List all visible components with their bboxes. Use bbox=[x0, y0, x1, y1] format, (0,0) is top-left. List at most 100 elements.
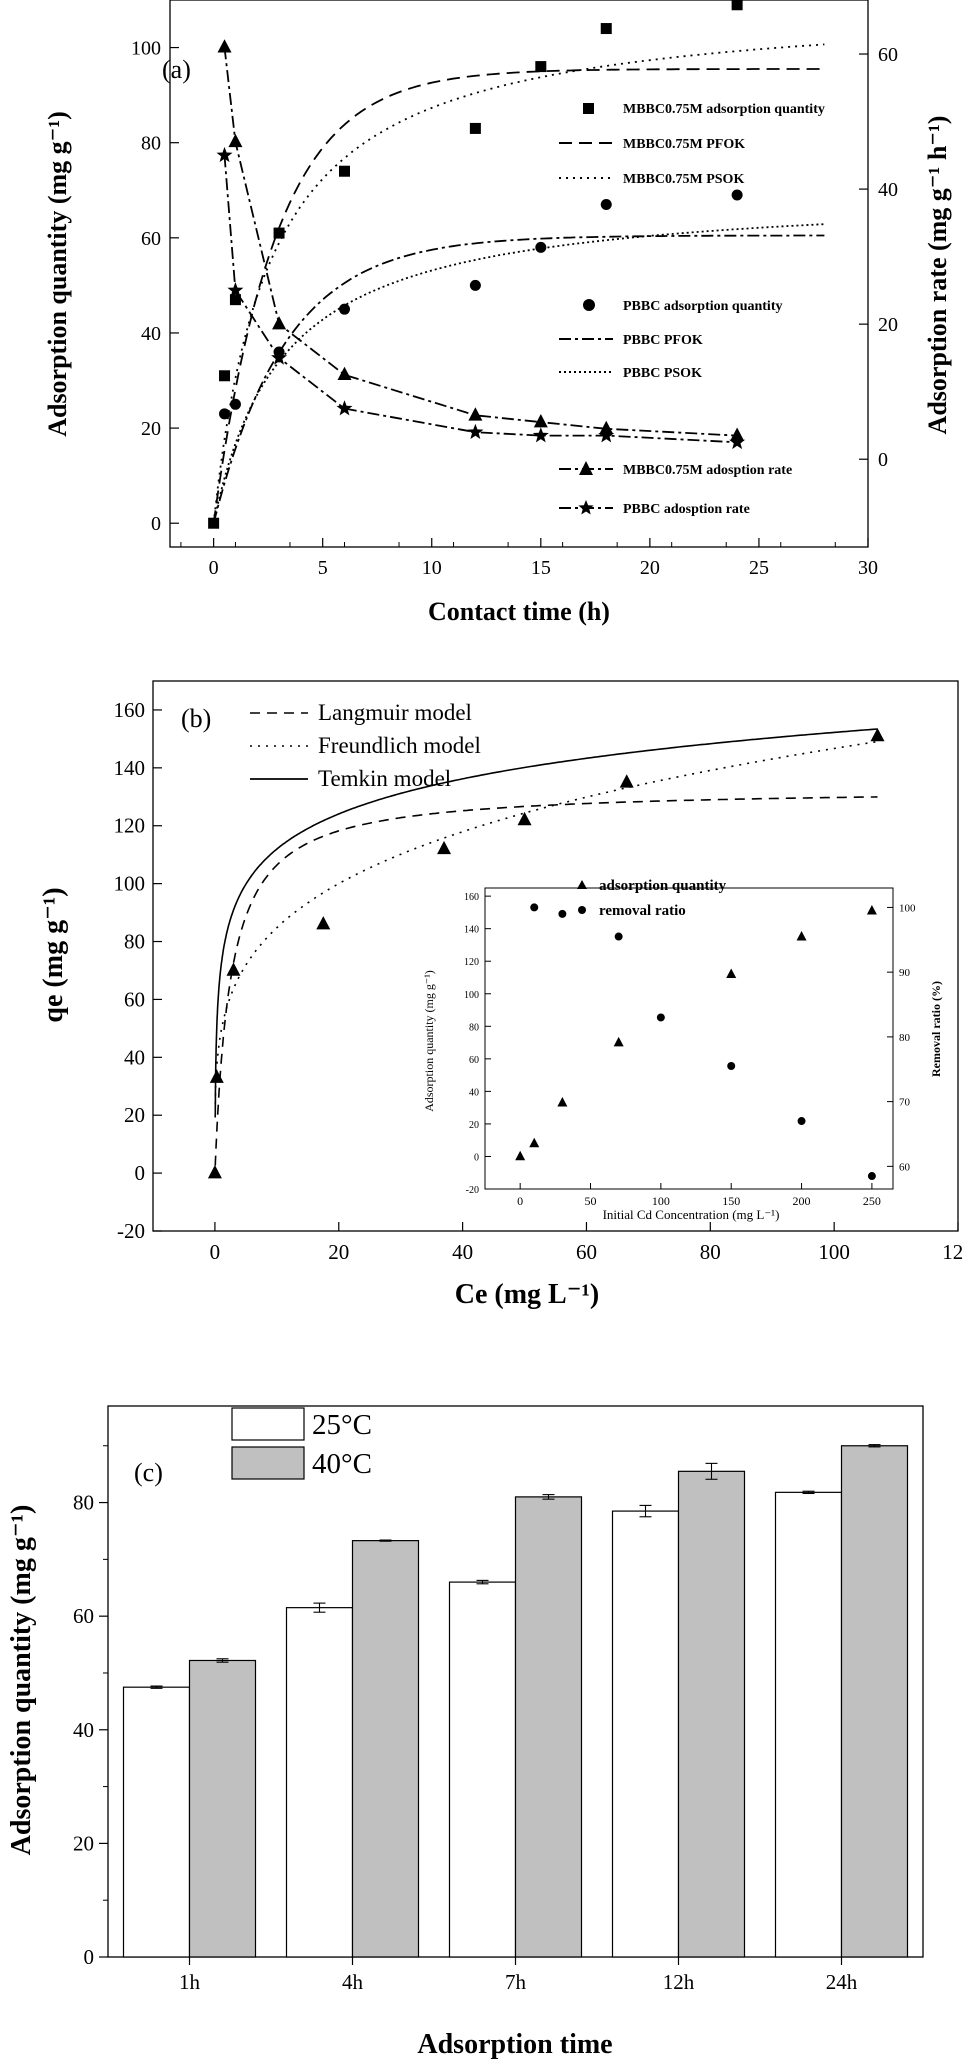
fit-curve bbox=[214, 796, 878, 1166]
star-point bbox=[271, 349, 288, 365]
star-point bbox=[532, 427, 549, 443]
circle-point bbox=[731, 189, 743, 201]
circle-point bbox=[614, 932, 623, 941]
triangle-point bbox=[619, 774, 634, 788]
inset-y-tick-label: 60 bbox=[469, 1055, 479, 1066]
square-point bbox=[219, 370, 231, 382]
legend-item-adsorption-quantity: adsorption quantity bbox=[577, 878, 727, 894]
x-tick-label: 20 bbox=[328, 1240, 349, 1264]
triangle-point bbox=[228, 133, 243, 148]
inset-y-right-tick-label: 70 bbox=[899, 1097, 911, 1109]
circle-point bbox=[219, 408, 231, 420]
panel-c-label: (c) bbox=[134, 1458, 163, 1487]
x-tick-label: 0 bbox=[210, 1240, 221, 1264]
bar-25c bbox=[285, 1607, 354, 1958]
circle-point bbox=[656, 1013, 665, 1022]
panel-a-right-y-axis-title: Adsorption rate (mg g⁻¹ h⁻¹) bbox=[923, 116, 952, 435]
bar-25c bbox=[448, 1581, 517, 1958]
series-line bbox=[223, 47, 738, 437]
triangle-point bbox=[613, 1036, 624, 1047]
triangle-point bbox=[726, 968, 737, 978]
panel-b-legend: Langmuir model Freundlich model Temkin m… bbox=[250, 700, 481, 791]
triangle-point bbox=[557, 1097, 568, 1107]
legend-label: PBBC adosption rate bbox=[623, 502, 750, 517]
legend-item-temkin: Temkin model bbox=[250, 766, 451, 791]
panel-c-x-axis-title: Adsorption time bbox=[417, 2029, 612, 2060]
panel-c-y-ticks: 0 20 40 60 80 bbox=[73, 1445, 108, 1969]
inset-y-tick-label: 160 bbox=[464, 892, 479, 903]
error-bar bbox=[150, 1685, 163, 1689]
legend-label: PBBC PSOK bbox=[623, 366, 702, 381]
star-point bbox=[336, 400, 353, 416]
triangle-point bbox=[517, 811, 532, 826]
panel-c-bars bbox=[122, 1444, 909, 1958]
legend-label: removal ratio bbox=[599, 903, 686, 919]
x-tick-label: 15 bbox=[531, 557, 551, 579]
star-point bbox=[729, 433, 746, 450]
gray-swatch-icon bbox=[231, 1446, 305, 1480]
triangle-point bbox=[337, 366, 352, 381]
legend-item-freundlich: Freundlich model bbox=[250, 733, 481, 758]
triangle-point bbox=[515, 1150, 526, 1161]
circle-point bbox=[558, 909, 567, 918]
inset-y-tick-label: 20 bbox=[469, 1120, 479, 1131]
x-tick-label: 80 bbox=[700, 1240, 721, 1264]
legend-label: 25°C bbox=[312, 1409, 372, 1441]
legend-item-mbbc-pfok: MBBC0.75M PFOK bbox=[559, 137, 745, 152]
triangle-point bbox=[217, 39, 232, 53]
panel-b-x-ticks: 0 20 40 60 80 100 120 bbox=[210, 1222, 962, 1264]
inset-y-tick-label: 0 bbox=[474, 1152, 479, 1163]
triangle-point bbox=[866, 905, 877, 915]
y-tick-label: 0 bbox=[84, 1945, 95, 1969]
panel-b-y-ticks: -20 0 20 40 60 80 100 120 140 160 bbox=[114, 698, 162, 1243]
legend-item-mbbc-psok: MBBC0.75M PSOK bbox=[559, 172, 744, 187]
y-tick-label: 120 bbox=[114, 814, 146, 838]
bar-25c bbox=[774, 1491, 843, 1958]
triangle-point bbox=[316, 916, 331, 930]
triangle-point bbox=[468, 407, 483, 421]
fit-curve bbox=[212, 234, 825, 524]
circle-point bbox=[797, 1117, 806, 1126]
inset-y-tick-label: 100 bbox=[464, 990, 479, 1001]
legend-label: PBBC PFOK bbox=[623, 333, 703, 348]
triangle-marker-icon bbox=[577, 880, 587, 889]
y-tick-label: 80 bbox=[73, 1491, 94, 1515]
inset-legend: adsorption quantity removal ratio bbox=[577, 878, 727, 919]
legend-item-removal-ratio: removal ratio bbox=[578, 903, 686, 919]
x-tick-label: 12h bbox=[663, 1970, 695, 1994]
error-bar bbox=[868, 1444, 881, 1448]
triangle-point bbox=[209, 1069, 224, 1083]
square-point bbox=[600, 23, 612, 35]
inset-y-right-tick-label: 90 bbox=[899, 967, 911, 979]
triangle-point bbox=[533, 414, 548, 428]
y-tick-label: 160 bbox=[114, 698, 146, 722]
legend-item-pbbc-quantity: PBBC adsorption quantity bbox=[583, 299, 782, 314]
y-tick-label: 40 bbox=[73, 1718, 94, 1742]
panel-b-inset: 0 50 100 150 200 250 -20 0 20 40 60 80 100 120 140 160… bbox=[422, 878, 943, 1222]
y-tick-label: 20 bbox=[73, 1831, 94, 1855]
y-right-tick-label: 40 bbox=[878, 179, 898, 201]
y-right-tick-label: 60 bbox=[878, 44, 898, 66]
inset-x-tick-label: 50 bbox=[585, 1194, 597, 1208]
square-marker-icon bbox=[583, 103, 594, 114]
legend-label: Langmuir model bbox=[318, 700, 472, 725]
y-tick-label: 80 bbox=[124, 930, 145, 954]
inset-x-ticks: 0 50 100 150 200 250 bbox=[517, 1183, 881, 1208]
legend-item-pbbc-psok: PBBC PSOK bbox=[559, 366, 702, 381]
legend-label: MBBC0.75M PFOK bbox=[623, 137, 745, 152]
bar-40c bbox=[677, 1470, 746, 1958]
inset-right-y-axis-title: Removal ratio (%) bbox=[929, 981, 943, 1077]
square-point bbox=[469, 122, 481, 134]
bar-25c bbox=[611, 1510, 680, 1958]
y-tick-label: 80 bbox=[141, 133, 161, 155]
inset-x-tick-label: 150 bbox=[722, 1194, 740, 1208]
legend-item-pbbc-rate: PBBC adosption rate bbox=[559, 500, 750, 517]
x-tick-label: 20 bbox=[640, 557, 660, 579]
circle-marker-icon bbox=[583, 299, 595, 311]
y-tick-label: 100 bbox=[131, 38, 161, 60]
star-marker-icon bbox=[578, 500, 594, 515]
inset-left-y-axis-title: Adsorption quantity (mg g⁻¹) bbox=[422, 970, 436, 1112]
triangle-point bbox=[437, 840, 452, 855]
panel-b: (b) 0 20 40 60 80 100 120 -20 0 20 40 60 80 100 120 14… bbox=[38, 680, 962, 1310]
